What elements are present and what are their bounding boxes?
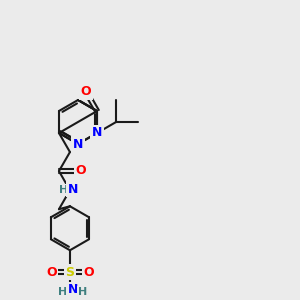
Text: H: H [59, 185, 69, 195]
Text: S: S [65, 266, 74, 279]
Text: O: O [46, 266, 57, 279]
Text: N: N [92, 127, 102, 140]
Text: O: O [81, 85, 92, 98]
Text: O: O [83, 266, 94, 279]
Text: H: H [58, 287, 68, 297]
Text: N: N [73, 137, 83, 151]
Text: N: N [68, 183, 78, 196]
Text: H: H [78, 287, 88, 297]
Text: O: O [76, 164, 86, 177]
Text: N: N [68, 284, 78, 296]
